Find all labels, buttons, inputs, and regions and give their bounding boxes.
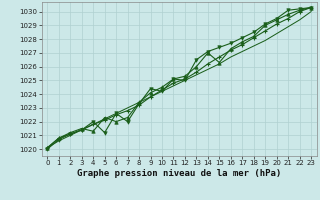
X-axis label: Graphe pression niveau de la mer (hPa): Graphe pression niveau de la mer (hPa) [77,169,281,178]
